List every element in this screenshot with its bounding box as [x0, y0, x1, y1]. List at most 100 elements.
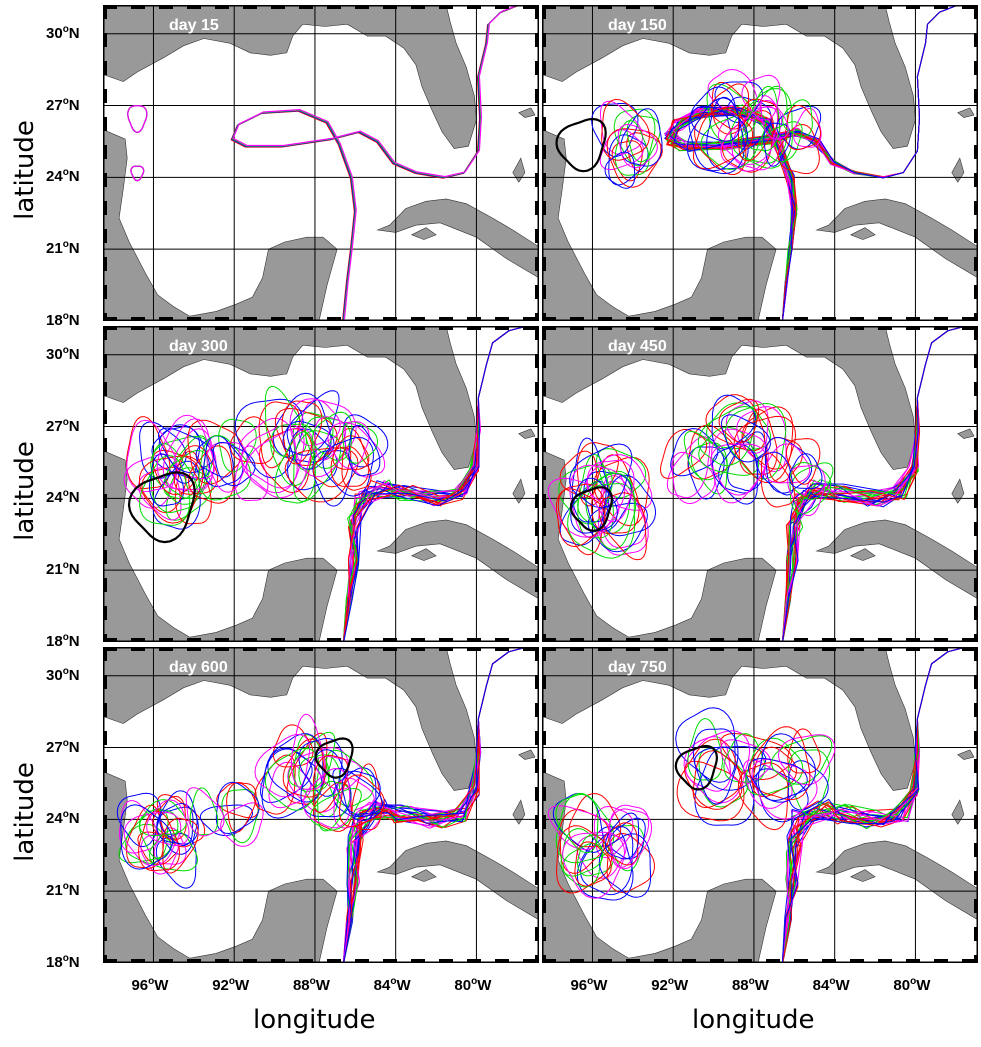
lat-tick-label: 27oN	[46, 416, 80, 435]
ensemble-contour	[232, 5, 520, 321]
ensemble-eddy	[593, 456, 650, 527]
land-bahamas	[518, 428, 536, 439]
ensemble-eddy	[705, 394, 766, 452]
ensemble-eddy	[126, 419, 179, 493]
map-svg: day 15	[103, 5, 539, 321]
ensemble-eddy	[556, 825, 613, 894]
ensemble-eddy	[157, 427, 215, 474]
panel-frame	[103, 647, 539, 963]
day-label: day 150	[608, 17, 667, 34]
ensemble-eddy	[609, 817, 646, 860]
day-label: day 450	[608, 338, 667, 355]
land-isla-juventud	[850, 869, 876, 882]
ensemble-eddy	[602, 474, 657, 537]
ensemble-eddy	[763, 122, 792, 167]
y-axis-title: latitude	[10, 441, 40, 541]
ensemble-eddy	[156, 793, 206, 848]
land-cuba	[815, 198, 978, 279]
ensemble-eddy	[710, 83, 750, 130]
lat-tick-label: 21oN	[46, 560, 80, 579]
ensemble-eddy	[705, 402, 772, 450]
ensemble-eddy	[123, 811, 182, 867]
map-panel-day-600: day 600	[103, 647, 539, 963]
ensemble-eddy	[173, 445, 219, 495]
ensemble-eddy	[185, 787, 225, 837]
ensemble-eddy	[293, 430, 341, 502]
map-svg: day 150	[542, 5, 978, 321]
land-north-america	[103, 5, 477, 149]
lon-tick-label: 80oW	[454, 976, 492, 994]
lon-tick-label: 88oW	[731, 976, 769, 994]
ensemble-eddy	[692, 750, 743, 809]
ensemble-eddy	[725, 400, 769, 454]
map-svg: day 300	[103, 326, 539, 642]
land-bahamas	[512, 157, 526, 183]
map-svg: day 450	[542, 326, 978, 642]
ensemble-eddy	[314, 755, 363, 791]
day-label: day 600	[169, 659, 228, 676]
ensemble-eddy	[187, 445, 235, 504]
ensemble-eddy	[666, 436, 711, 499]
land-north-america	[103, 647, 477, 791]
ensemble-eddy	[327, 421, 370, 469]
ensemble-contour	[781, 647, 967, 963]
ensemble-eddy	[127, 105, 148, 133]
ensemble-eddy	[731, 99, 781, 171]
ensemble-eddy	[687, 717, 723, 781]
ensemble-eddy	[726, 96, 772, 150]
ensemble-eddy	[556, 488, 606, 548]
ensemble-eddy	[148, 453, 185, 507]
ensemble-eddy	[745, 85, 781, 152]
ensemble-eddy	[138, 810, 181, 872]
ensemble-eddy	[576, 834, 614, 877]
ensemble-eddy	[241, 423, 305, 494]
lat-tick-label: 27oN	[46, 95, 80, 114]
ensemble-eddy	[723, 733, 766, 783]
ensemble-eddy	[591, 103, 639, 157]
ensemble-eddy	[670, 428, 719, 477]
land-bahamas	[512, 478, 526, 504]
ensemble-eddy	[140, 833, 179, 875]
ensemble-eddy	[586, 459, 635, 523]
land-mexico	[542, 129, 777, 321]
ensemble-eddy	[787, 760, 829, 811]
ensemble-eddy	[587, 502, 648, 553]
land-bahamas	[957, 107, 975, 118]
land-cuba	[376, 519, 539, 600]
ensemble-eddy	[683, 430, 728, 481]
land-bahamas	[951, 478, 965, 504]
ensemble-eddy	[312, 446, 352, 488]
ensemble-eddy	[555, 793, 599, 854]
land-bahamas	[951, 799, 965, 825]
ensemble-eddy	[234, 398, 304, 479]
ensemble-eddy	[212, 441, 256, 487]
ensemble-eddy	[238, 417, 298, 489]
lon-tick-label: 84oW	[373, 976, 411, 994]
ensemble-eddy	[602, 822, 639, 866]
ensemble-eddy	[272, 724, 314, 768]
ensemble-eddy	[692, 108, 754, 170]
ensemble-eddy	[785, 104, 822, 151]
ensemble-eddy	[330, 427, 370, 487]
land-mexico	[542, 771, 777, 963]
lon-tick-label: 92oW	[212, 976, 250, 994]
ensemble-eddy	[120, 804, 174, 870]
lat-tick-label: 24oN	[46, 809, 80, 828]
ensemble-eddy	[139, 455, 191, 526]
ensemble-eddy	[148, 829, 199, 872]
ensemble-eddy	[341, 446, 372, 491]
ensemble-eddy	[765, 436, 813, 494]
ensemble-eddy	[574, 841, 612, 887]
ensemble-contour	[782, 326, 967, 642]
land-isla-juventud	[411, 548, 437, 561]
ensemble-eddy	[793, 107, 822, 148]
ensemble-eddy	[620, 108, 663, 167]
lon-tick-label: 92oW	[651, 976, 689, 994]
ensemble-eddy	[218, 418, 257, 473]
ensemble-eddy	[569, 464, 626, 539]
ensemble-eddy	[737, 98, 780, 162]
ensemble-eddy	[787, 465, 826, 516]
ensemble-eddy	[199, 804, 254, 837]
lat-tick-label: 30oN	[46, 665, 80, 684]
ensemble-eddy	[608, 808, 653, 870]
